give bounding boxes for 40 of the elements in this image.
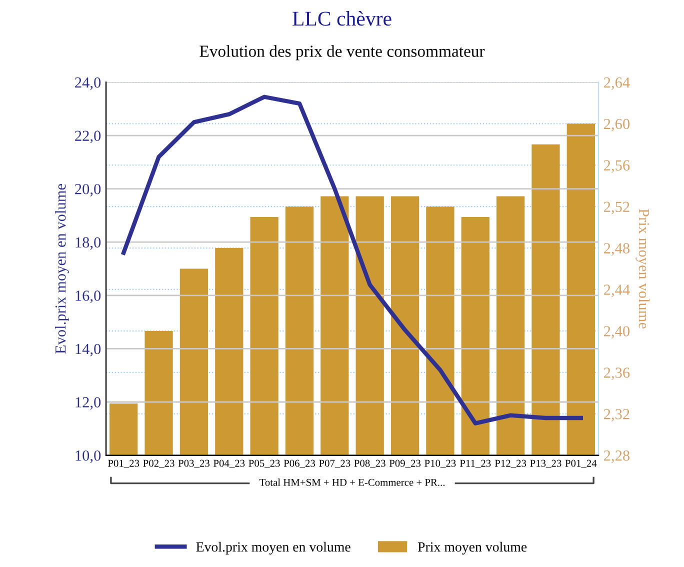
y2-tick-label: 2,56: [604, 160, 630, 173]
text: Total HM+SM + HD + E-Commerce + PR...: [259, 478, 445, 486]
y-tick-label: 24,0: [75, 77, 101, 90]
y2-tick-label: 2,60: [604, 118, 630, 132]
x-tick-label: P13_23: [530, 460, 562, 468]
chart-title: LLC chèvre: [292, 11, 392, 26]
legend-label: Prix moyen volume: [418, 542, 527, 554]
y-tick-label: 14,0: [76, 344, 101, 356]
y-tick-label: 10,0: [76, 450, 101, 463]
chart-subtitle: Evolution des prix de vente consommateur: [200, 45, 485, 60]
x-tick-label: P05_23: [248, 460, 280, 468]
x-tick-label: P07_23: [319, 460, 350, 468]
x-tick-label: P06_23: [284, 460, 316, 468]
x-tick-label: P03_23: [178, 460, 210, 468]
x-tick-label: P01_24: [565, 460, 597, 468]
y-tick-label: 16,0: [76, 290, 101, 304]
y2-tick-label: 2,40: [604, 326, 630, 339]
x-tick-label: P12_23: [494, 460, 526, 468]
y2-tick-label: 2,32: [604, 409, 630, 422]
x-tick-label: P08_23: [354, 460, 386, 468]
y2-tick-label: 2,36: [604, 368, 630, 380]
x-tick-label: P09_23: [389, 460, 421, 468]
x-tick-label: P04_23: [214, 460, 245, 468]
y-tick-label: 20,0: [75, 184, 101, 196]
y2-tick-label: 2,48: [604, 243, 630, 256]
y2-tick-label: 2,52: [604, 202, 630, 214]
y-tick-label: 22,0: [75, 130, 101, 144]
y-tick-label: 18,0: [76, 237, 101, 250]
legend-label: Evol.prix moyen en volume: [196, 542, 350, 554]
line-series: [122, 94, 583, 426]
y-axis-title: Evol.prix moyen en volume: [54, 184, 69, 354]
x-tick-label: P10_23: [424, 460, 456, 468]
y-tick-label: 12,0: [76, 397, 101, 410]
y2-tick-label: 2,28: [604, 450, 630, 463]
y2-tick-label: 2,44: [604, 284, 630, 298]
x-tick-label: P02_23: [143, 460, 174, 468]
x-tick-label: P01_23: [108, 460, 140, 468]
y2-axis-title: Prix moyen volume: [636, 208, 650, 328]
y2-tick-label: 2,64: [604, 77, 630, 90]
x-tick-label: P11_23: [460, 460, 491, 468]
